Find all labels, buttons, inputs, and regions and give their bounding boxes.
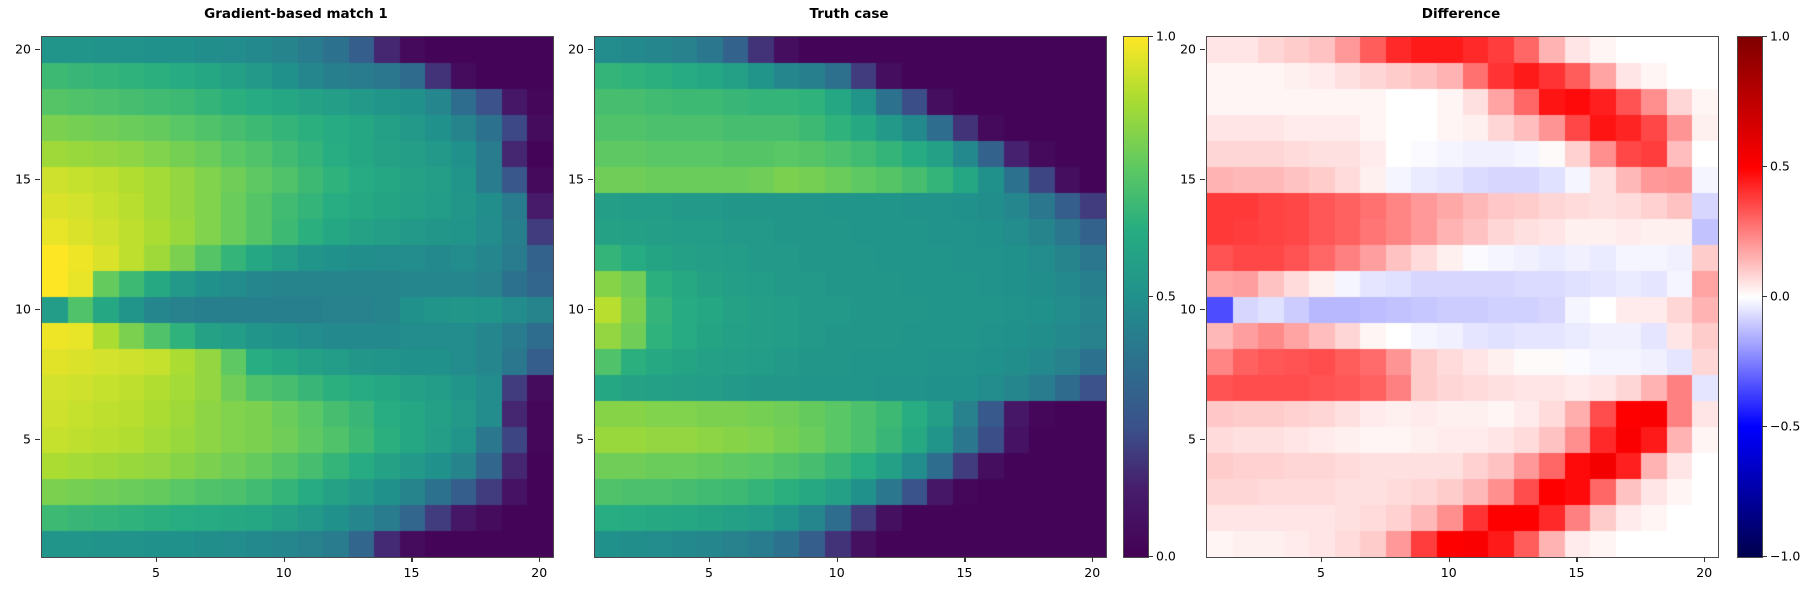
y-tick-label: 10	[15, 301, 31, 317]
colorbar-tick-mark	[1762, 166, 1767, 168]
y-tick-label: 15	[15, 171, 31, 187]
x-tick-mark	[836, 557, 838, 562]
x-tick-label: 10	[828, 565, 845, 580]
y-tick-mark	[35, 49, 40, 51]
x-tick-mark	[708, 557, 711, 562]
panel-title-gradient-match: Gradient-based match 1	[204, 6, 388, 22]
colorbar-tick-mark	[1762, 426, 1767, 428]
colorbar-tick-label: 0.5	[1156, 288, 1176, 304]
colorbar-canvas-viridis	[1124, 37, 1148, 557]
y-tick-mark	[35, 309, 40, 311]
y-tick-label: 10	[568, 301, 584, 317]
panel-title-difference: Difference	[1421, 6, 1501, 22]
y-tick-label: 20	[15, 41, 31, 57]
colorbar-tick-mark	[1148, 36, 1153, 38]
y-tick-label: 10	[1180, 301, 1196, 317]
colorbar-tick-label: −1.0	[1770, 548, 1800, 564]
colorbar-tick-mark	[1762, 556, 1767, 558]
y-tick-mark	[35, 179, 40, 181]
colorbar-tick-mark	[1762, 296, 1767, 298]
x-tick-mark	[411, 557, 413, 562]
colorbar-tick-mark	[1148, 556, 1153, 558]
panel-title-truth-case: Truth case	[809, 6, 889, 22]
colorbar-tick-label: 0.0	[1770, 288, 1790, 304]
x-tick-label: 20	[1084, 565, 1101, 580]
heatmap-canvas-difference	[1207, 37, 1718, 557]
colorbar-tick-mark	[1148, 296, 1153, 298]
y-tick-mark	[1200, 439, 1205, 441]
y-tick-mark	[588, 49, 593, 51]
y-tick-mark	[588, 309, 593, 311]
x-tick-mark	[1704, 557, 1706, 562]
y-tick-label: 5	[23, 431, 31, 447]
x-tick-mark	[1092, 557, 1094, 562]
x-tick-label: 5	[151, 565, 160, 580]
y-tick-label: 5	[576, 431, 584, 447]
heatmap-truth-case	[594, 36, 1107, 558]
y-tick-mark	[588, 179, 593, 181]
y-tick-label: 20	[1180, 41, 1196, 57]
y-tick-mark	[1200, 49, 1205, 51]
heatmap-canvas-gradient-match	[42, 37, 553, 557]
colorbar-tick-label: 1.0	[1770, 28, 1790, 44]
x-tick-label: 15	[1568, 565, 1585, 580]
y-tick-mark	[1200, 309, 1205, 311]
colorbar-tick-label: −0.5	[1770, 418, 1800, 434]
y-tick-label: 20	[568, 41, 584, 57]
colorbar-tick-label: 1.0	[1156, 28, 1176, 44]
x-tick-label: 10	[275, 565, 292, 580]
x-tick-label: 15	[956, 565, 973, 580]
x-tick-label: 5	[1316, 565, 1325, 580]
colorbar-tick-mark	[1762, 36, 1767, 38]
x-tick-mark	[1448, 557, 1450, 562]
colorbar-tick-label: 0.5	[1770, 158, 1790, 174]
colorbar-seismic	[1737, 36, 1763, 558]
colorbar-viridis	[1123, 36, 1149, 558]
x-tick-label: 5	[704, 565, 713, 580]
y-tick-mark	[35, 439, 40, 441]
x-tick-label: 20	[1696, 565, 1713, 580]
heatmap-difference	[1206, 36, 1719, 558]
x-tick-mark	[539, 557, 541, 562]
x-tick-mark	[964, 557, 966, 562]
x-tick-mark	[1576, 557, 1578, 562]
colorbar-canvas-seismic	[1738, 37, 1762, 557]
x-tick-mark	[155, 557, 158, 562]
x-tick-label: 20	[531, 565, 548, 580]
heatmap-gradient-match	[41, 36, 554, 558]
heatmap-canvas-truth-case	[595, 37, 1106, 557]
y-tick-label: 15	[1180, 171, 1196, 187]
y-tick-label: 15	[568, 171, 584, 187]
y-tick-mark	[1200, 179, 1205, 181]
y-tick-mark	[588, 439, 593, 441]
colorbar-tick-label: 0.0	[1156, 548, 1176, 564]
y-tick-label: 5	[1188, 431, 1196, 447]
x-tick-mark	[1320, 557, 1323, 562]
x-tick-label: 10	[1440, 565, 1457, 580]
x-tick-mark	[283, 557, 285, 562]
x-tick-label: 15	[403, 565, 420, 580]
